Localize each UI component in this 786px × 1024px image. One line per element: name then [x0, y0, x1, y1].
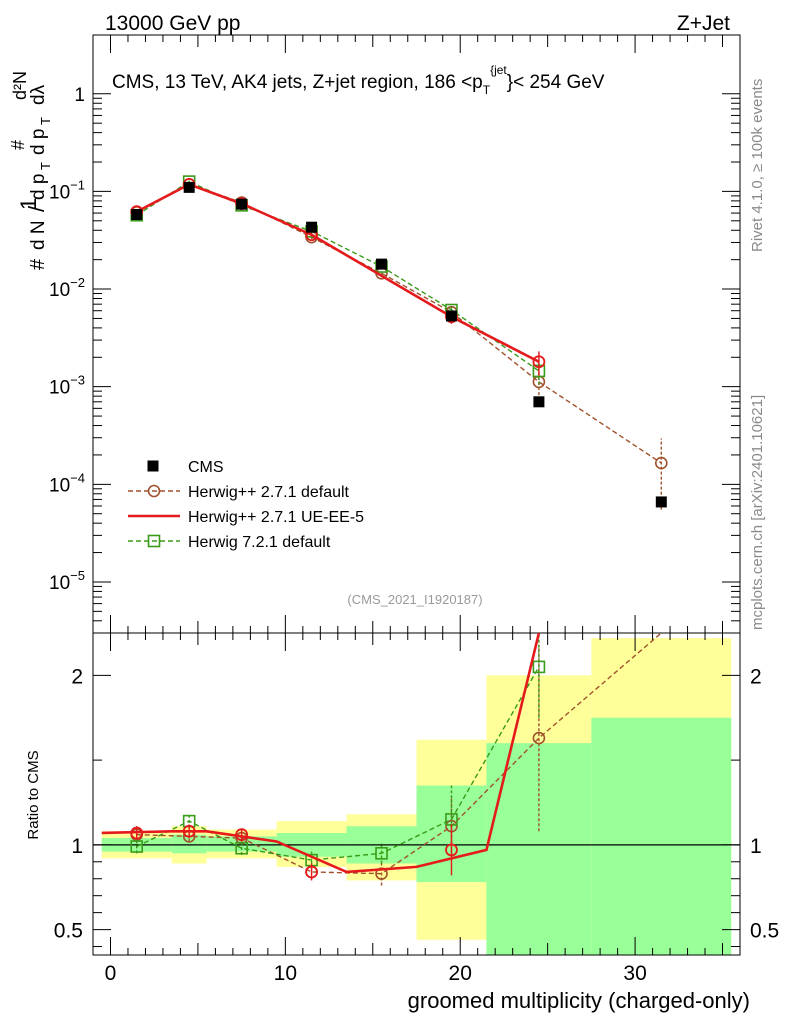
main-point-data — [306, 221, 318, 233]
y-label-one: 1 — [16, 198, 41, 210]
main-y-tick-label: 10−1 — [49, 177, 85, 203]
x-tick-label: 0 — [105, 962, 117, 985]
legend-label: Herwig 7.2.1 default — [188, 534, 331, 551]
y-label-hash-2: # — [8, 140, 28, 150]
tick-exponent: −4 — [70, 470, 85, 485]
ratio-point-herwigpp_ueee5 — [305, 865, 318, 879]
legend-label: Herwig++ 2.7.1 default — [188, 484, 350, 501]
tick-exponent: −1 — [70, 177, 85, 192]
main-y-tick-label: 10−5 — [49, 568, 85, 594]
main-point-data — [533, 396, 545, 408]
y-label-dptdl: d p — [28, 129, 49, 155]
tick-base: 10 — [49, 182, 70, 203]
ratio-bands — [101, 638, 732, 955]
main-point-herwigpp_ueee5 — [532, 355, 546, 369]
main-y-tick-label: 10−4 — [49, 470, 85, 496]
process-label: Z+Jet — [677, 12, 730, 35]
energy-label: 13000 GeV pp — [105, 12, 240, 35]
main-series-line-herwig7 — [136, 180, 540, 372]
ratio-point-herwig7 — [235, 841, 248, 855]
main-y-tick-label: 1 — [74, 85, 85, 106]
ratio-point-herwigpp_default — [532, 731, 546, 745]
x-tick-label: 10 — [274, 962, 297, 985]
main-point-herwigpp_default — [655, 456, 668, 470]
x-tick-label: 20 — [449, 962, 472, 985]
ratio-point-herwig7 — [130, 840, 144, 853]
ratio-y-axis-label: Ratio to CMS — [25, 750, 42, 839]
main-point-data — [445, 310, 457, 322]
y-label-hash: # — [27, 258, 49, 270]
main-point-data — [183, 181, 195, 193]
tick-base: 10 — [49, 475, 70, 496]
y-label-sub-2: T — [38, 117, 53, 125]
ratio-panel: 0.5 0.51 12 20 10 20 30 — [54, 632, 779, 985]
mcplots-label: mcplots.cern.ch [arXiv:2401.10621] — [749, 395, 766, 630]
ratio-series — [101, 632, 662, 886]
y-label-dn: d N — [28, 220, 49, 250]
legend-marker-data — [147, 460, 159, 472]
y-label-dl: dλ — [28, 84, 49, 105]
ratio-y-tick-label-right: 1 — [750, 835, 762, 858]
y-label-d2n: d²N — [10, 71, 30, 100]
rivet-label: Rivet 4.1.0, ≥ 100k events — [749, 79, 766, 252]
ratio-series-line-herwigpp_ueee5 — [101, 632, 541, 874]
tick-base: 10 — [49, 378, 70, 399]
main-series — [130, 175, 668, 510]
legend-label: CMS — [188, 459, 224, 476]
legend-marker-herwigpp_default — [147, 484, 161, 498]
main-panel: 110−110−210−310−410−5 CMS, 13 TeV, AK4 j… — [49, 34, 741, 634]
ratio-y-tick-label-right: 0.5 — [750, 920, 779, 943]
ratio-y-tick-label-right: 2 — [750, 665, 762, 688]
main-y-axis-label: # 1 d N / d p T # d p T d²N dλ — [8, 71, 53, 270]
ratio-point-herwigpp_ueee5 — [235, 828, 249, 842]
tick-exponent: −2 — [70, 275, 85, 290]
ratio-y-tick-label: 2 — [71, 665, 83, 688]
ratio-y-tick-label: 0.5 — [54, 920, 83, 943]
main-point-data — [376, 258, 388, 270]
ratio-axes: 0.5 0.51 12 20 10 20 30 — [54, 632, 779, 985]
main-y-tick-label: 10−2 — [49, 275, 85, 301]
chart-title: CMS, 13 TeV, AK4 jets, Z+jet region, 186… — [112, 63, 605, 97]
ratio-point-herwig7 — [532, 660, 546, 674]
legend: CMS Herwig++ 2.7.1 default Herwig++ 2.7.1 … — [128, 459, 364, 551]
ratio-point-herwig7 — [375, 847, 388, 860]
ratio-point-herwigpp_ueee5 — [182, 824, 196, 838]
ratio-band-inner — [171, 834, 207, 854]
y-label-sub: T — [38, 162, 53, 170]
tick-base: 10 — [49, 280, 70, 301]
main-axes: 110−110−210−310−410−5 — [49, 34, 741, 634]
ratio-band-inner — [591, 717, 732, 955]
tick-base: 10 — [49, 573, 70, 594]
main-point-data — [236, 198, 248, 210]
x-axis-label: groomed multiplicity (charged-only) — [408, 988, 750, 1013]
main-point-data — [655, 496, 667, 508]
legend-label: Herwig++ 2.7.1 UE-EE-5 — [188, 509, 364, 526]
ratio-point-herwigpp_ueee5 — [445, 843, 458, 857]
main-series-line-herwigpp_ueee5 — [136, 182, 540, 363]
ratio-y-tick-label: 1 — [71, 835, 83, 858]
legend-marker-herwig7 — [147, 534, 161, 548]
analysis-watermark: (CMS_2021_I1920187) — [347, 592, 482, 607]
tick-exponent: −5 — [70, 568, 85, 583]
y-label-dpt: d p — [28, 174, 49, 200]
tick-exponent: −3 — [70, 373, 85, 388]
x-tick-label: 30 — [623, 962, 646, 985]
ratio-point-herwigpp_ueee5 — [130, 826, 144, 840]
ratio-frame — [92, 632, 741, 956]
y-label-slash: / — [24, 205, 49, 212]
main-point-data — [131, 209, 143, 221]
main-y-tick-label: 10−3 — [49, 373, 85, 399]
main-series-line-herwigpp_default — [136, 183, 662, 464]
